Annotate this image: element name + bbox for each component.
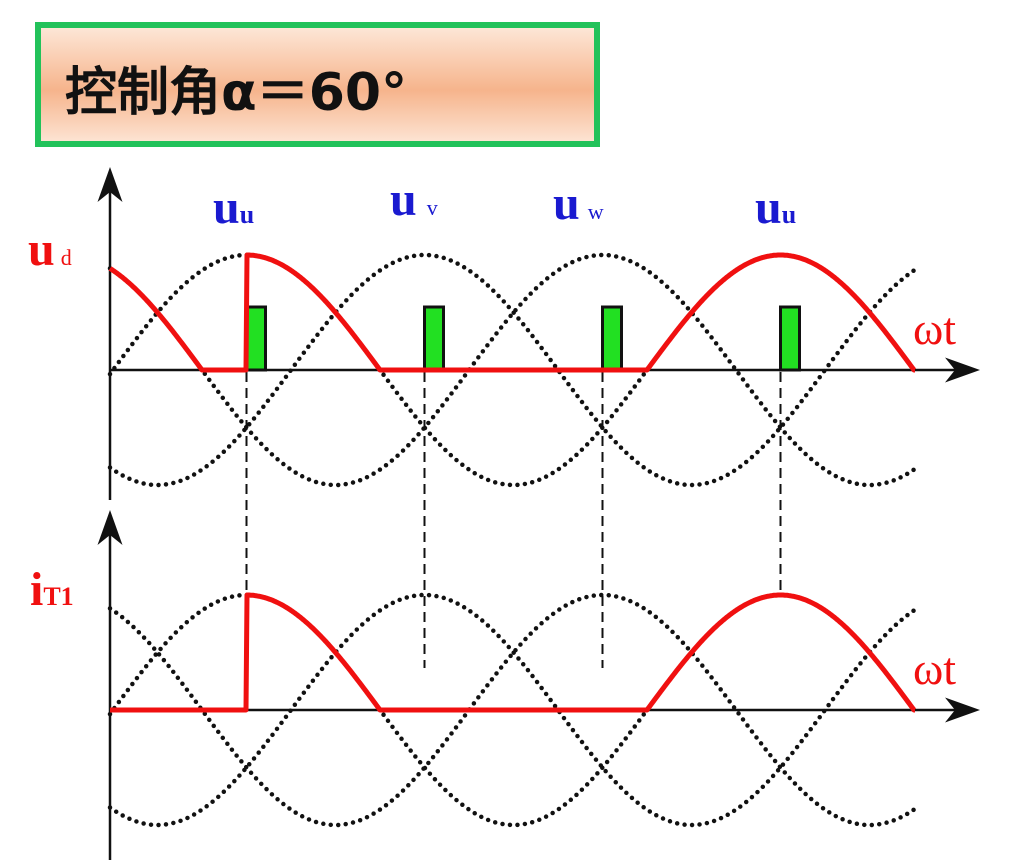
ud-waveform bbox=[108, 252, 917, 373]
phase-curve-v-upper bbox=[107, 252, 917, 488]
omega-t-label-top: ωt bbox=[913, 303, 957, 354]
title: 控制角α＝60° bbox=[65, 63, 408, 123]
phase-label-u2: uu bbox=[755, 181, 797, 234]
omega-t-label-bottom: ωt bbox=[913, 643, 957, 694]
it1-label: iT1 bbox=[30, 563, 74, 616]
gate-pulse bbox=[423, 305, 445, 372]
phase-label-u: uu bbox=[213, 181, 255, 234]
gate-pulse bbox=[601, 305, 623, 372]
phase-curve-w-lower bbox=[107, 592, 917, 828]
gate-pulse bbox=[779, 305, 801, 372]
phase-curve-v-lower bbox=[107, 592, 917, 828]
title-box: 控制角α＝60° bbox=[35, 22, 600, 147]
gate-pulse bbox=[245, 305, 267, 372]
it1-waveform bbox=[108, 592, 917, 713]
